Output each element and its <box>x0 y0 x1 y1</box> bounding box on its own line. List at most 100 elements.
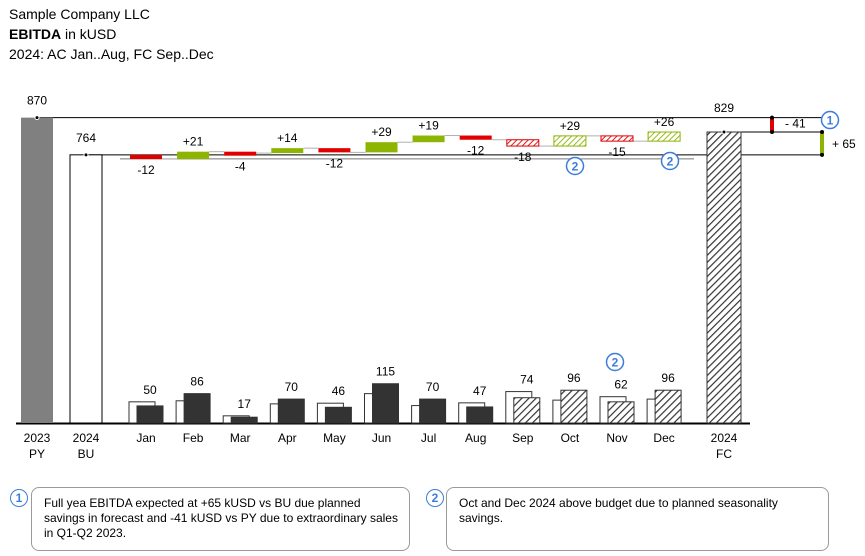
measure-unit: in kUSD <box>61 26 117 42</box>
value-label-mar: 17 <box>238 397 252 411</box>
variance-bu-dot-bottom <box>820 152 824 157</box>
value-label-nov: 62 <box>614 378 628 392</box>
value-label-dec: 96 <box>661 371 675 385</box>
value-label-feb: 86 <box>190 375 204 389</box>
badge-dec-circle <box>660 151 680 171</box>
badge-nov-circle <box>605 352 625 372</box>
variance-py-dot-bottom <box>770 130 774 135</box>
delta-label-oct: +29 <box>560 119 581 133</box>
ac-bar-feb <box>183 393 211 424</box>
note-1: Full yea EBITDA expected at +65 kUSD vs … <box>31 487 410 551</box>
ac-bar-jul <box>419 398 447 424</box>
note-1-badge: 1 <box>10 489 28 507</box>
variance-markers <box>770 115 824 157</box>
delta-bar-mar <box>224 151 257 156</box>
total-bar-fc <box>706 131 742 424</box>
ebitda-chart: 870 764 829 -12 +21 -4 +14 -12 +29 +19 -12 -18 +29 -1… <box>16 94 856 461</box>
delta-bar-may <box>318 148 351 153</box>
total-bar-bu <box>69 154 103 424</box>
total-label-bu: 764 <box>76 131 96 145</box>
total-columns <box>21 115 742 424</box>
value-label-jan: 50 <box>143 383 157 397</box>
delta-bar-nov <box>600 135 634 142</box>
delta-label-feb: +21 <box>183 135 204 149</box>
delta-bar-jul <box>412 135 445 143</box>
total-category-top-2: 2024 <box>711 431 738 445</box>
ac-bar-mar <box>230 416 258 424</box>
delta-bar-aug <box>459 135 492 140</box>
month-label-jun: Jun <box>372 431 391 445</box>
delta-bar-dec <box>647 131 681 142</box>
total-bu-dot <box>83 152 89 158</box>
delta-label-sep: -18 <box>514 150 532 164</box>
delta-label-mar: -4 <box>235 160 246 174</box>
month-label-jan: Jan <box>136 431 155 445</box>
month-label-feb: Feb <box>183 431 204 445</box>
value-label-may: 46 <box>332 384 346 398</box>
delta-label-jan: -12 <box>137 163 155 177</box>
total-label-py: 870 <box>27 94 47 108</box>
ac-bar-dec <box>654 389 682 424</box>
ac-bar-apr <box>277 398 305 424</box>
badge-variance-label: 1 <box>827 114 834 128</box>
month-label-jul: Jul <box>421 431 436 445</box>
month-label-dec: Dec <box>653 431 674 445</box>
value-label-jun: 115 <box>376 365 395 379</box>
badge-oct-label: 2 <box>572 160 579 174</box>
month-label-aug: Aug <box>465 431 486 445</box>
monthly-bars <box>128 383 682 424</box>
ac-bar-aug <box>466 406 494 424</box>
company-name: Sample Company LLC <box>9 6 150 22</box>
value-label-jul: 70 <box>426 380 440 394</box>
value-label-aug: 47 <box>473 384 487 398</box>
variance-bar-bu <box>820 132 824 155</box>
total-category-bottom-1: BU <box>78 447 95 461</box>
delta-label-may: -12 <box>326 156 344 170</box>
variance-bar-py <box>770 117 774 133</box>
total-category-top-0: 2023 <box>24 431 51 445</box>
variance-label-py: - 41 <box>785 117 806 131</box>
delta-bar-oct <box>553 135 587 147</box>
variance-py-dot-top <box>770 115 774 120</box>
delta-label-apr: +14 <box>277 131 298 145</box>
total-label-fc: 829 <box>714 101 734 115</box>
total-category-bottom-0: PY <box>29 447 45 461</box>
total-py-dot <box>34 115 40 121</box>
chart-labels: 870 764 829 -12 +21 -4 +14 -12 +29 +19 -12 -18 +29 -1… <box>24 94 856 461</box>
month-label-sep: Sep <box>512 431 534 445</box>
delta-bar-apr <box>271 148 304 154</box>
month-label-may: May <box>323 431 346 445</box>
ac-bar-nov <box>607 401 635 424</box>
total-fc-dot <box>721 129 727 135</box>
value-label-apr: 70 <box>285 380 299 394</box>
delta-bar-feb <box>177 151 210 160</box>
ac-bar-oct <box>560 389 588 424</box>
badge-dec-label: 2 <box>667 155 674 169</box>
total-category-bottom-2: FC <box>716 447 732 461</box>
value-label-sep: 74 <box>520 373 534 387</box>
month-label-mar: Mar <box>230 431 251 445</box>
ac-bar-may <box>324 406 352 424</box>
monthly-delta-bars <box>130 131 681 160</box>
delta-bar-jun <box>365 142 398 153</box>
month-label-apr: Apr <box>278 431 297 445</box>
variance-bu-dot-top <box>820 130 824 135</box>
value-label-oct: 96 <box>567 371 581 385</box>
month-label-oct: Oct <box>561 431 580 445</box>
delta-label-aug: -12 <box>467 144 485 158</box>
month-label-nov: Nov <box>606 431 627 445</box>
measure-name: EBITDA <box>9 26 62 42</box>
ac-bar-jun <box>372 383 399 424</box>
chart-period: 2024: AC Jan..Aug, FC Sep..Dec <box>9 46 214 62</box>
total-bar-py <box>21 117 53 423</box>
badge-variance-circle <box>820 110 840 130</box>
badge-oct-circle <box>565 156 585 176</box>
delta-label-jul: +19 <box>418 119 439 133</box>
delta-bar-jan <box>130 154 162 160</box>
ac-bar-sep <box>513 397 541 424</box>
ac-bar-jan <box>136 405 164 424</box>
delta-bar-sep <box>506 139 540 147</box>
badge-nov-label: 2 <box>612 356 619 370</box>
note-2: Oct and Dec 2024 above budget due to pla… <box>446 487 829 551</box>
delta-label-jun: +29 <box>371 125 392 139</box>
